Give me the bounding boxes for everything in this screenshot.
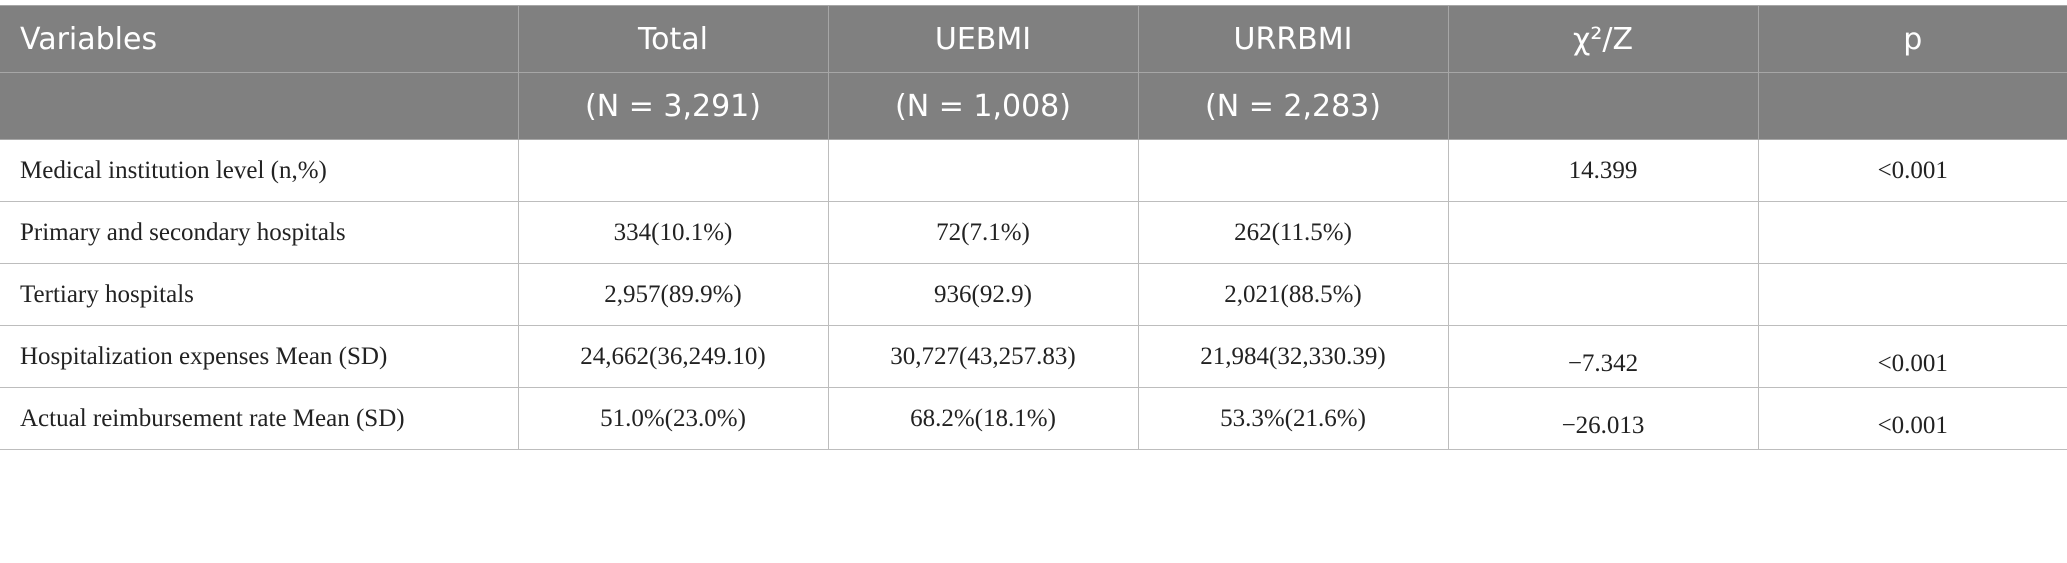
table-cell: (N = 3,291) [517,72,829,140]
table-row: Primary and secondary hospitals 334(10.1%… [0,201,2067,264]
table-cell: 334(10.1%) [517,201,829,264]
table-cell [1447,263,1759,326]
cell-text: 2,021(88.5%) [1224,280,1362,308]
cell-text: (N = 2,283) [1205,88,1381,124]
table-cell: URRBMI [1137,5,1449,73]
cell-line: 51.0% [600,404,665,432]
table-cell: (N = 1,008) [827,72,1139,140]
header-row: Variables Total UEBMI URRBMI χ²/Z p [0,5,2067,73]
cell-text: UEBMI [934,21,1032,57]
table-cell: χ²/Z [1447,5,1759,73]
table-cell: Tertiary hospitals [0,263,519,326]
cell-line: 21,984 [1200,342,1270,370]
table-cell: −7.342 [1447,325,1759,388]
cell-text: Primary and secondary hospitals [20,218,346,246]
table-cell: <0.001 [1757,325,2067,388]
table-cell [827,139,1139,202]
table-cell: −26.013 [1447,387,1759,450]
cell-line: 24,662 [580,342,650,370]
cell-text: 936(92.9) [934,280,1032,308]
cell-line: (43,257.83) [959,342,1076,370]
table-cell: 68.2%(18.1%) [827,387,1139,450]
cell-text: (N = 1,008) [895,88,1071,124]
cell-text: <0.001 [1877,411,1948,439]
cell-text: URRBMI [1233,21,1353,57]
cell-text: −26.013 [1561,411,1645,439]
table-cell: 51.0%(23.0%) [517,387,829,450]
table-cell: UEBMI [827,5,1139,73]
table-cell: 30,727(43,257.83) [827,325,1139,388]
cell-text: Medical institution level (n,%) [20,156,327,184]
table-row: Medical institution level (n,%) 14.399 <0.… [0,139,2067,202]
cell-text: −7.342 [1567,349,1639,377]
table-cell: 21,984(32,330.39) [1137,325,1449,388]
table-cell [1447,201,1759,264]
table-row: Hospitalization expenses Mean (SD) 24,662… [0,325,2067,388]
cell-text: 2,957(89.9%) [604,280,742,308]
table-cell: 2,957(89.9%) [517,263,829,326]
cell-line: 68.2% [910,404,975,432]
cell-line: (21.6%) [1284,404,1366,432]
cell-text: Actual reimbursement rate Mean (SD) [20,404,405,432]
cell-line: (23.0%) [664,404,746,432]
table-cell [517,139,829,202]
cell-line: 30,727 [890,342,960,370]
cell-text: 72(7.1%) [936,218,1030,246]
cell-text: Variables [20,21,158,57]
cell-line: (18.1%) [974,404,1056,432]
table-cell: 14.399 [1447,139,1759,202]
table-cell: Variables [0,5,519,73]
cell-text: <0.001 [1877,349,1948,377]
table-cell: p [1757,5,2067,73]
cell-text: p [1903,21,1923,57]
cell-text: <0.001 [1877,156,1948,184]
table-row: Actual reimbursement rate Mean (SD) 51.0%… [0,387,2067,450]
cell-text: χ²/Z [1572,21,1633,57]
header-row: (N = 3,291) (N = 1,008) (N = 2,283) [0,72,2067,140]
table-cell [1757,263,2067,326]
table-body: Variables Total UEBMI URRBMI χ²/Z p (N = 3,291… [0,5,2067,450]
table-cell [0,72,519,140]
table-cell: 72(7.1%) [827,201,1139,264]
cell-line: 53.3% [1220,404,1285,432]
table-cell [1757,72,2067,140]
cell-text: 262(11.5%) [1234,218,1352,246]
cell-text: Tertiary hospitals [20,280,194,308]
table-cell: 2,021(88.5%) [1137,263,1449,326]
data-table: Variables Total UEBMI URRBMI χ²/Z p (N = 3,291… [0,5,2067,450]
table-cell [1137,139,1449,202]
cell-line: (32,330.39) [1269,342,1386,370]
table-cell: 24,662(36,249.10) [517,325,829,388]
table-cell: (N = 2,283) [1137,72,1449,140]
cell-text: 14.399 [1568,156,1638,184]
table-cell: Total [517,5,829,73]
table-cell: Primary and secondary hospitals [0,201,519,264]
table-cell [1757,201,2067,264]
cell-line: (36,249.10) [649,342,766,370]
table-cell: 53.3%(21.6%) [1137,387,1449,450]
table-row: Tertiary hospitals 2,957(89.9%) 936(92.9) 2… [0,263,2067,326]
table-cell: <0.001 [1757,387,2067,450]
table-cell: <0.001 [1757,139,2067,202]
cell-text: Total [637,21,709,57]
table-cell: Medical institution level (n,%) [0,139,519,202]
cell-text: (N = 3,291) [585,88,761,124]
table-cell: 262(11.5%) [1137,201,1449,264]
table-cell: Actual reimbursement rate Mean (SD) [0,387,519,450]
cell-text: 334(10.1%) [613,218,733,246]
table-cell [1447,72,1759,140]
table-cell: 936(92.9) [827,263,1139,326]
cell-text: Hospitalization expenses Mean (SD) [20,342,388,370]
table-cell: Hospitalization expenses Mean (SD) [0,325,519,388]
